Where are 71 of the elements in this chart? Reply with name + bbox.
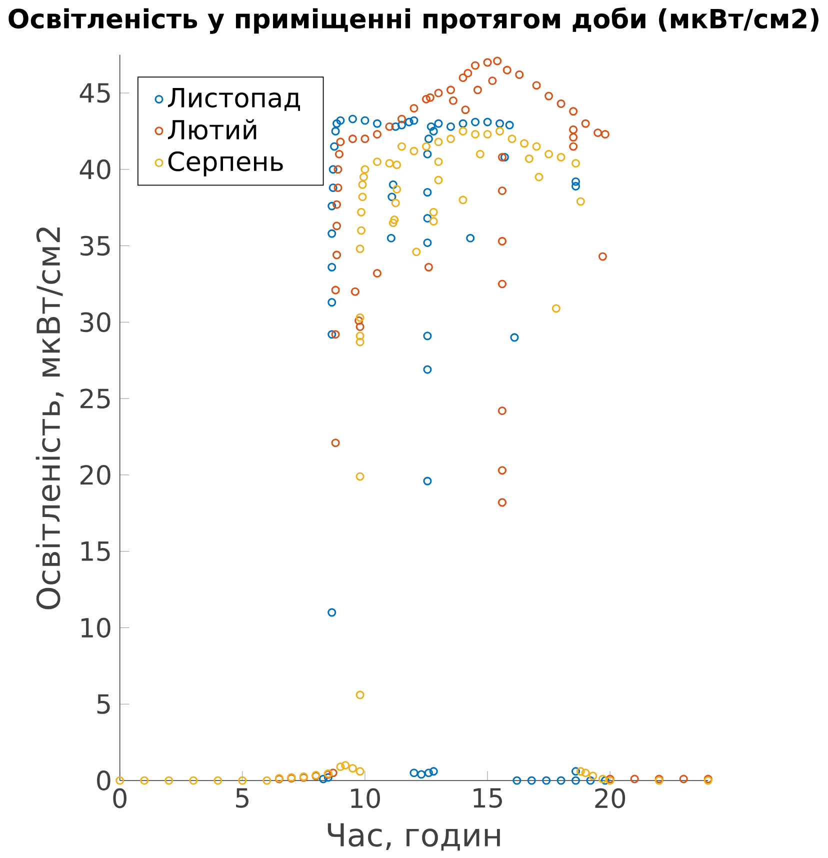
point [426,122,436,131]
point [328,229,336,238]
point [386,234,396,242]
point [496,119,504,128]
point [571,182,580,190]
point [328,608,336,617]
x-axis-title: Час, годин [328,823,500,851]
point [423,476,432,486]
point [410,116,418,125]
point [328,262,336,272]
y-tick-label: 35 [80,236,110,256]
y-tick-label: 45 [80,83,110,103]
point [388,180,398,189]
point [424,134,433,144]
point [429,126,438,136]
y-tick-label: 10 [81,618,110,638]
y-tick-label: 20 [80,464,110,485]
point [505,120,514,130]
point [324,773,332,782]
y-axis-title: Освітленість, мкВт/см2 [36,227,64,610]
point [423,332,432,340]
y-tick-label: 15 [81,542,110,562]
point [500,152,509,162]
point [571,177,580,186]
point [372,119,382,128]
point [348,114,357,124]
point [510,333,519,342]
legend-label: Листопад [168,88,300,111]
point [458,119,468,128]
point [483,118,492,126]
point [423,188,432,197]
point [446,122,456,131]
point [466,234,475,242]
point [470,118,480,126]
point [404,118,414,126]
x-tick-label: 10 [351,788,380,808]
y-tick-label: 40 [80,159,110,180]
point [527,776,536,785]
y-tick-label: 25 [80,388,110,409]
point [328,330,336,339]
point [332,119,342,128]
point [417,770,426,779]
point [571,776,580,785]
point [360,116,370,125]
point [330,142,339,151]
chart-title: Освітленість у приміщенні протягом доби (мкВт/см2) [8,7,818,34]
point [512,776,522,785]
point [423,214,432,223]
y-tick-label: 5 [97,694,110,714]
x-tick-label: 20 [595,788,626,808]
point [319,774,328,784]
legend-label: Лютий [168,119,256,140]
point [434,119,443,128]
point [336,116,345,125]
point [388,192,396,202]
x-tick-label: 0 [113,788,126,808]
y-tick-label: 0 [97,770,110,790]
x-tick-label: 5 [236,788,248,808]
point [556,776,566,785]
point [542,776,551,785]
point [410,768,418,778]
x-tick-label: 15 [474,788,502,808]
point [423,150,432,158]
legend-label: Серпень [168,151,283,176]
point [423,238,432,248]
point [424,768,433,778]
point [331,126,340,136]
point [423,365,432,374]
point [429,767,438,776]
y-tick-label: 30 [80,312,110,332]
point [328,298,336,307]
